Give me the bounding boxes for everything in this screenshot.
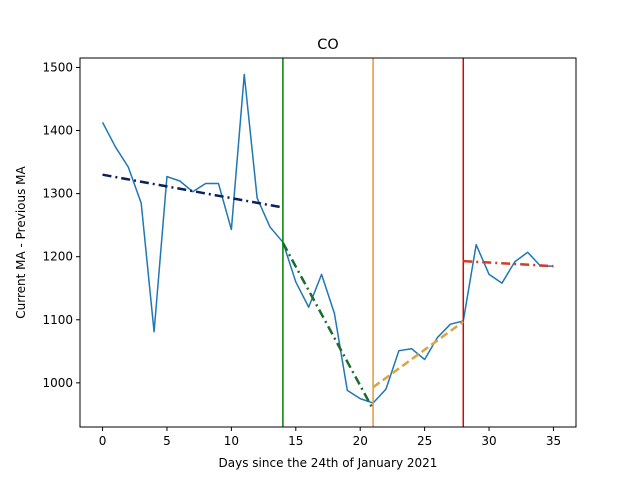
y-tick-label: 1200 (42, 250, 73, 264)
x-tick-label: 5 (163, 434, 171, 448)
x-axis-label: Days since the 24th of January 2021 (219, 456, 438, 470)
x-tick-label: 20 (353, 434, 368, 448)
x-tick-label: 25 (417, 434, 432, 448)
x-tick-label: 0 (99, 434, 107, 448)
y-tick-label: 1400 (42, 124, 73, 138)
x-tick-label: 10 (224, 434, 239, 448)
plot-content (101, 58, 554, 427)
trend-line-1 (281, 242, 375, 410)
series-line-0 (101, 73, 554, 404)
x-tick-label: 15 (288, 434, 303, 448)
y-axis: 1000 1100 1200 1300 1400 1500 (42, 60, 80, 390)
y-tick-label: 1000 (42, 376, 73, 390)
chart-title: CO (317, 37, 338, 53)
trend-line-0 (102, 173, 284, 209)
y-tick-label: 1300 (42, 187, 73, 201)
plot-frame (79, 57, 577, 428)
trend-line-2 (372, 320, 465, 389)
trend-line-3 (463, 259, 554, 268)
x-tick-label: 35 (546, 434, 561, 448)
x-axis: 0 5 10 15 20 25 30 35 (99, 427, 561, 448)
y-tick-label: 1100 (42, 313, 73, 327)
x-tick-label: 30 (481, 434, 496, 448)
y-axis-label: Current MA - Previous MA (14, 165, 28, 318)
y-tick-label: 1500 (42, 60, 73, 74)
